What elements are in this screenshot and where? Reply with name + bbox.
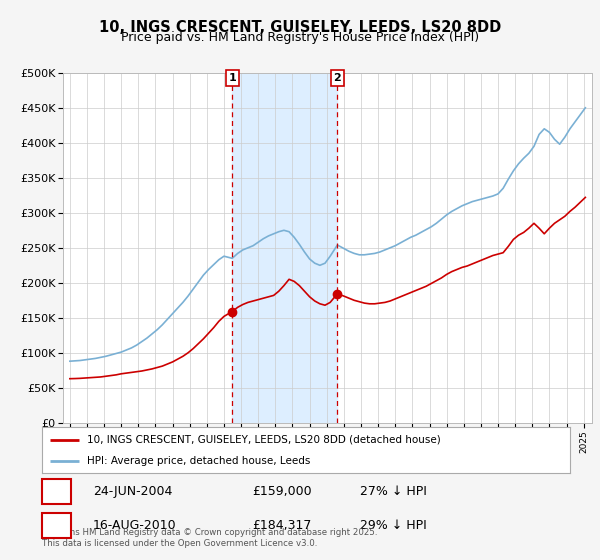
Text: Contains HM Land Registry data © Crown copyright and database right 2025.
This d: Contains HM Land Registry data © Crown c… <box>42 528 377 548</box>
Text: 2: 2 <box>52 519 61 532</box>
Text: 1: 1 <box>229 73 236 83</box>
Text: 24-JUN-2004: 24-JUN-2004 <box>93 485 172 498</box>
Text: 10, INGS CRESCENT, GUISELEY, LEEDS, LS20 8DD: 10, INGS CRESCENT, GUISELEY, LEEDS, LS20… <box>99 20 501 35</box>
Text: 27% ↓ HPI: 27% ↓ HPI <box>360 485 427 498</box>
Text: £184,317: £184,317 <box>252 519 311 532</box>
Text: 1: 1 <box>52 485 61 498</box>
Text: Price paid vs. HM Land Registry's House Price Index (HPI): Price paid vs. HM Land Registry's House … <box>121 31 479 44</box>
Text: 10, INGS CRESCENT, GUISELEY, LEEDS, LS20 8DD (detached house): 10, INGS CRESCENT, GUISELEY, LEEDS, LS20… <box>87 435 440 445</box>
Text: 2: 2 <box>334 73 341 83</box>
Text: HPI: Average price, detached house, Leeds: HPI: Average price, detached house, Leed… <box>87 456 310 466</box>
Text: £159,000: £159,000 <box>252 485 311 498</box>
Bar <box>232 73 337 423</box>
Text: 16-AUG-2010: 16-AUG-2010 <box>93 519 176 532</box>
Text: 29% ↓ HPI: 29% ↓ HPI <box>360 519 427 532</box>
